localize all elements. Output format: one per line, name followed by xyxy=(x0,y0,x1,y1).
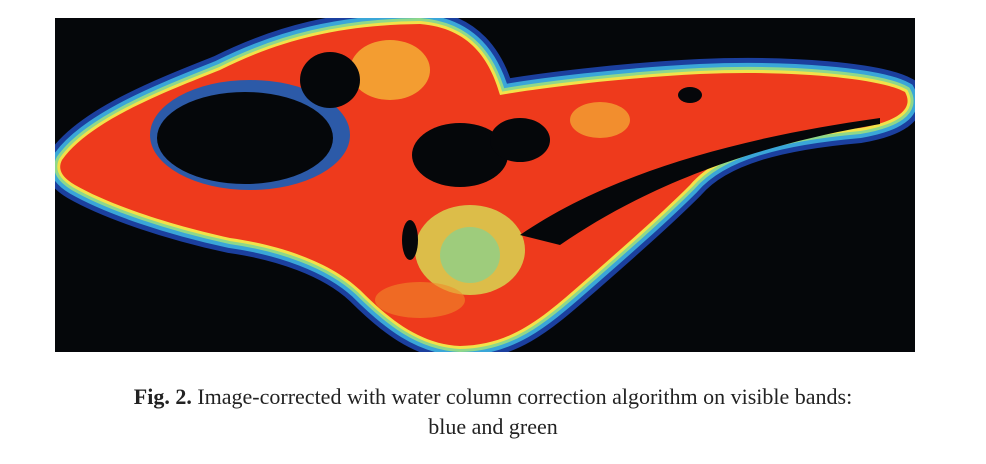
dark-water xyxy=(150,52,880,260)
figure-label: Fig. 2. xyxy=(133,384,192,409)
texture xyxy=(350,40,630,318)
figure-image xyxy=(55,18,915,352)
caption-line: Fig. 2. Image-corrected with water colum… xyxy=(0,384,986,410)
caption-text: blue and green xyxy=(428,414,558,439)
caption-line: blue and green xyxy=(0,414,986,440)
caption-text: Image-corrected with water column correc… xyxy=(197,384,853,409)
